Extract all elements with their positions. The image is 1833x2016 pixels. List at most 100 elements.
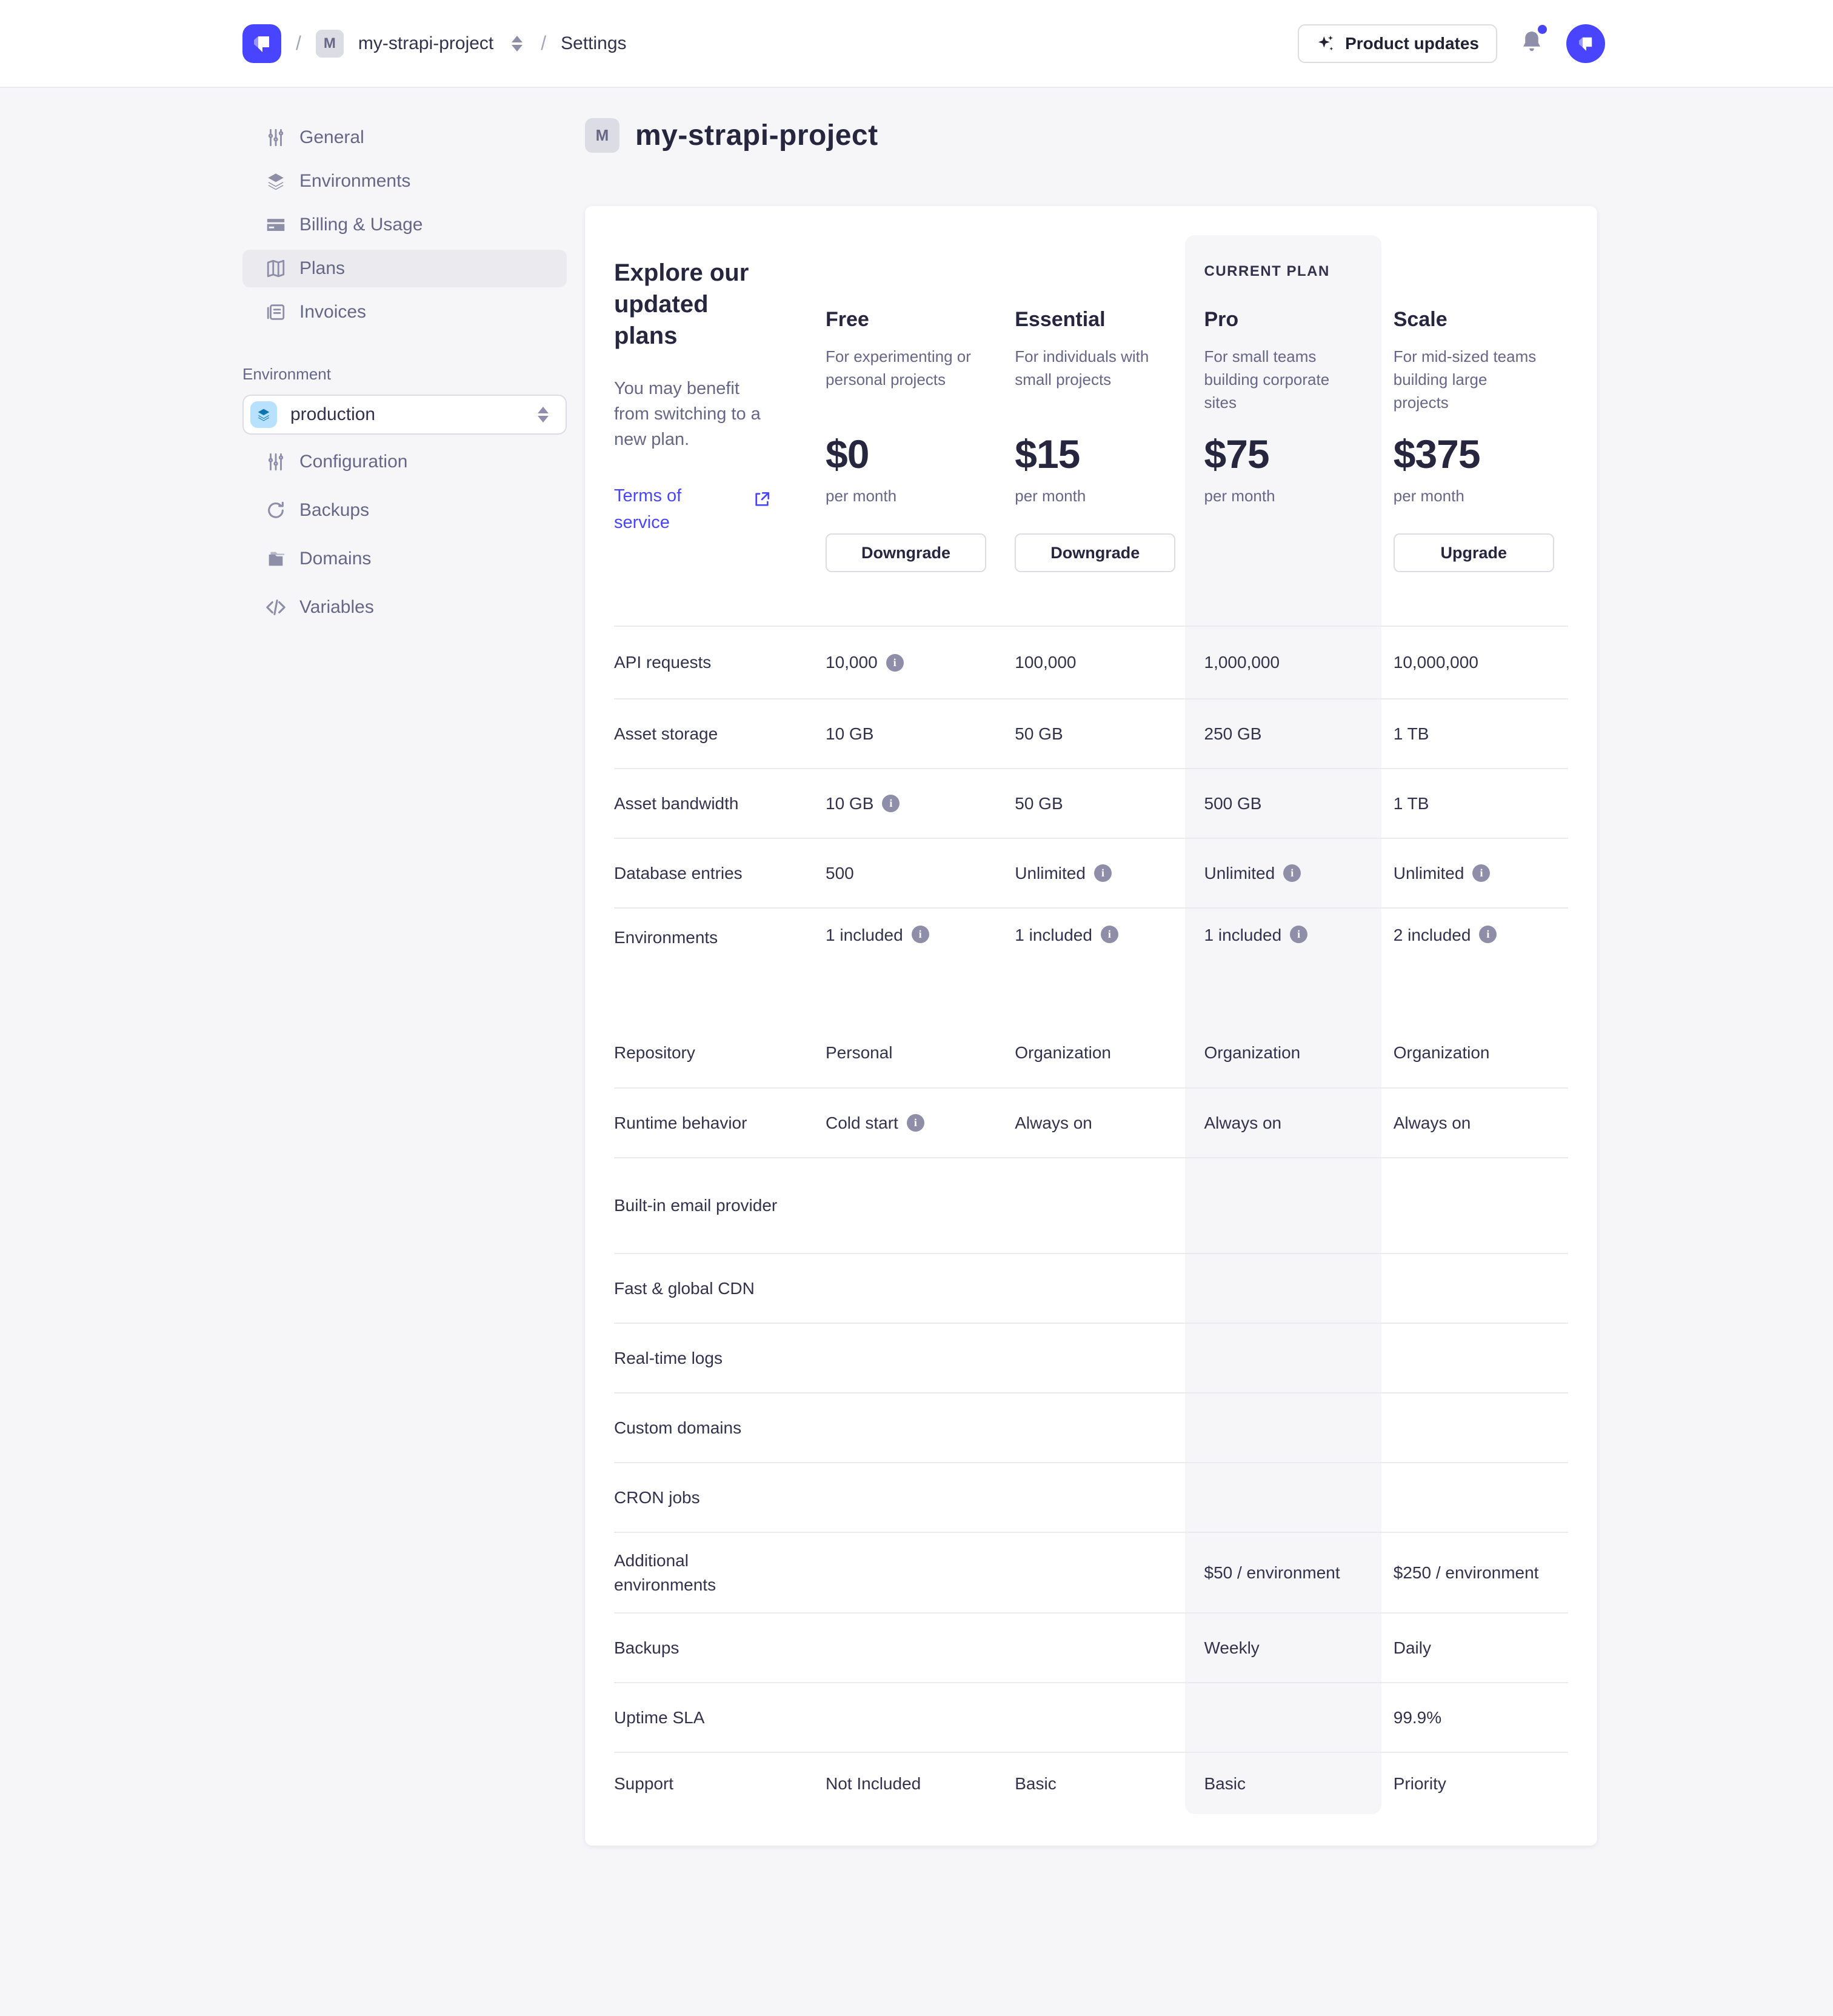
invoice-icon <box>267 304 285 320</box>
plan-period: per month <box>826 487 897 505</box>
feature-row: Backups i i Weekly i Daily i <box>614 1612 1568 1682</box>
sidebar-item-plans[interactable]: Plans <box>242 250 567 287</box>
sidebar-item-billing[interactable]: Billing & Usage <box>242 206 567 244</box>
info-icon[interactable]: i <box>1093 864 1112 882</box>
feature-row: Support Not Included i Basic i Basic i P… <box>614 1752 1568 1814</box>
feature-value-cell: Daily i <box>1379 1614 1568 1682</box>
plan-action-button[interactable]: Upgrade <box>1393 533 1554 572</box>
feature-value-cell: i <box>811 1463 1000 1532</box>
feature-value-cell: Organization i <box>1000 1018 1189 1087</box>
info-icon[interactable]: i <box>1100 926 1118 943</box>
feature-value-text: Always on <box>1393 1113 1471 1132</box>
feature-value-cell: i <box>811 1533 1000 1612</box>
feature-value-cell: 99.9% i <box>1379 1683 1568 1752</box>
feature-value-cell: 1 TB i <box>1379 769 1568 838</box>
external-link-icon[interactable] <box>752 490 772 512</box>
current-plan-badge: CURRENT PLAN <box>1204 263 1330 279</box>
feature-value-text: 50 GB <box>1015 724 1063 743</box>
sidebar-item-invoices[interactable]: Invoices <box>242 293 567 331</box>
feature-value-cell: Organization i <box>1379 1018 1568 1087</box>
feature-value-cell: 10,000,000 i <box>1379 627 1568 698</box>
plan-action-button[interactable]: Downgrade <box>1015 533 1176 572</box>
feature-value-text: 2 included <box>1393 926 1471 944</box>
feature-value-cell: i <box>811 1158 1000 1253</box>
feature-value-cell: 1 included i <box>1000 909 1189 1018</box>
plan-description: For mid-sized teams building large proje… <box>1393 347 1537 412</box>
feature-value-cell: 500 i <box>811 839 1000 907</box>
feature-value-text: 100,000 <box>1015 653 1077 672</box>
sparkles-icon <box>1318 35 1334 50</box>
feature-value-cell: 50 GB i <box>1000 699 1189 768</box>
plan-column: Essential For individuals with small pro… <box>1000 235 1189 626</box>
plan-column: Scale For mid-sized teams building large… <box>1379 235 1568 626</box>
feature-value-text: 10 GB <box>826 793 874 813</box>
project-switcher-icon[interactable] <box>508 32 526 55</box>
feature-value-text: 99.9% <box>1393 1707 1442 1727</box>
feature-value-text: 10,000,000 <box>1393 653 1478 672</box>
feature-value-cell: 10,000 i <box>811 627 1000 698</box>
feature-value-cell: 10 GB i <box>811 699 1000 768</box>
feature-label: Real-time logs <box>614 1348 723 1367</box>
feature-label: Backups <box>614 1638 679 1657</box>
user-avatar[interactable] <box>1566 24 1605 63</box>
feature-label: Asset bandwidth <box>614 793 739 813</box>
feature-value-text: 1 TB <box>1393 724 1429 743</box>
project-initial-chip: M <box>315 29 344 58</box>
breadcrumb: / M my-strapi-project / Settings <box>242 24 627 63</box>
sidebar-item-label: Invoices <box>299 302 367 322</box>
product-updates-button[interactable]: Product updates <box>1298 24 1497 63</box>
sidebar-item-configuration[interactable]: Configuration <box>242 443 567 481</box>
terms-of-service-link[interactable]: Terms of service <box>614 486 682 532</box>
feature-value-cell: i <box>1379 1394 1568 1462</box>
feature-value-cell: i <box>1184 1463 1382 1532</box>
sidebar-item-label: Environments <box>299 171 411 191</box>
plan-price: $15 <box>1015 432 1080 476</box>
info-icon[interactable]: i <box>886 653 904 672</box>
feature-value-text: 1 included <box>826 926 903 944</box>
feature-value-text: 1 TB <box>1393 793 1429 813</box>
sidebar-item-backups[interactable]: Backups <box>242 492 567 529</box>
feature-value-text: Always on <box>1015 1113 1092 1132</box>
info-icon[interactable]: i <box>1479 926 1497 943</box>
feature-value-cell: 500 GB i <box>1184 769 1382 838</box>
info-icon[interactable]: i <box>906 1114 924 1132</box>
plan-period: per month <box>1015 487 1086 505</box>
notifications-button[interactable] <box>1518 25 1547 59</box>
info-icon[interactable]: i <box>1290 926 1308 943</box>
feature-value-text: 500 <box>826 863 854 883</box>
feature-label: Support <box>614 1774 674 1793</box>
feature-row: API requests 10,000 i 100,000 i 1,000,00… <box>614 626 1568 698</box>
sidebar-item-variables[interactable]: Variables <box>242 589 567 626</box>
page-header: M my-strapi-project <box>585 118 878 153</box>
feature-value-cell: Always on i <box>1379 1089 1568 1157</box>
breadcrumb-settings[interactable]: Settings <box>561 33 627 53</box>
sidebar-item-domains[interactable]: Domains <box>242 540 567 578</box>
info-icon[interactable]: i <box>882 795 900 812</box>
info-icon[interactable]: i <box>1283 864 1301 882</box>
feature-value-cell: i <box>1379 1158 1568 1253</box>
sidebar-item-environments[interactable]: Environments <box>242 162 567 200</box>
feature-value-cell: 1 TB i <box>1379 699 1568 768</box>
info-icon[interactable]: i <box>1472 864 1491 882</box>
top-bar: / M my-strapi-project / Settings Product… <box>0 0 1833 88</box>
feature-label: Built-in email provider <box>614 1196 778 1215</box>
sidebar-item-general[interactable]: General <box>242 119 567 156</box>
layers-icon <box>268 173 284 190</box>
plan-name: Free <box>826 308 869 331</box>
environment-select[interactable]: production <box>242 395 567 435</box>
feature-value-cell: i <box>1000 1158 1189 1253</box>
breadcrumb-project[interactable]: my-strapi-project <box>358 33 494 53</box>
plan-action-button[interactable]: Downgrade <box>826 533 986 572</box>
plan-price: $375 <box>1393 432 1481 476</box>
info-icon[interactable]: i <box>911 926 929 943</box>
feature-value-cell: i <box>1184 1254 1382 1323</box>
strapi-logo[interactable] <box>242 24 281 63</box>
environment-chip <box>250 401 277 428</box>
feature-value-cell: Organization i <box>1184 1018 1382 1087</box>
feature-value-cell: i <box>1184 1683 1382 1752</box>
environment-select-stepper-icon <box>534 403 552 426</box>
feature-value-cell: 10 GB i <box>811 769 1000 838</box>
plans-card: Explore our updated plans You may benefi… <box>585 206 1597 1846</box>
plans-intro: Explore our updated plans You may benefi… <box>614 235 796 626</box>
feature-value-cell: $250 / environment i <box>1379 1533 1568 1612</box>
